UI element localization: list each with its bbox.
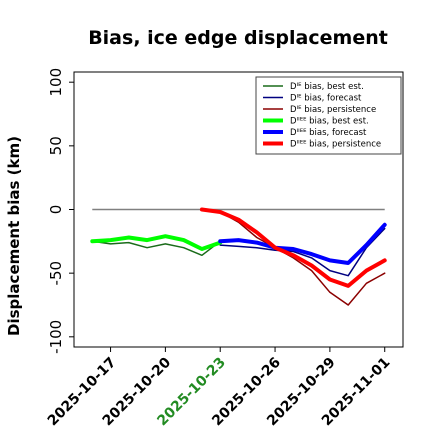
y-tick-label: 0 <box>47 205 65 215</box>
legend: Dᴵᴱ bias, best est. Dᴵᴱ bias, forecastDᴵᴱ… <box>255 76 402 155</box>
series-line-1 <box>91 240 221 257</box>
series-line-4 <box>90 234 223 251</box>
legend-box <box>255 76 402 155</box>
y-axis-label: Displacement bias (km) <box>5 136 23 336</box>
legend-entry: Dᴵᴱ bias, best est. <box>290 82 364 92</box>
legend-entry: Dᴵᴱ bias, forecast <box>290 94 362 104</box>
series-line-2 <box>219 227 386 277</box>
y-tick-label: 100 <box>47 68 65 97</box>
series-line-6 <box>199 207 387 288</box>
legend-entry: Dᴵᴱ bias, persistence <box>290 105 376 115</box>
legend-entry: Dᴵᴵᴱᴱ bias, forecast <box>290 128 367 138</box>
y-tick-label: -100 <box>47 320 65 354</box>
legend-entry: Dᴵᴵᴱᴱ bias, persistence <box>290 140 381 150</box>
series-line-5 <box>218 222 387 265</box>
chart-title: Bias, ice edge displacement <box>88 27 388 49</box>
legend-entry: Dᴵᴵᴱᴱ bias, best est. <box>290 117 369 127</box>
y-tick-label: 50 <box>47 136 65 155</box>
plot-area: -100-500501002025-10-172025-10-202025-10… <box>45 68 404 429</box>
y-tick-label: -50 <box>47 261 65 286</box>
